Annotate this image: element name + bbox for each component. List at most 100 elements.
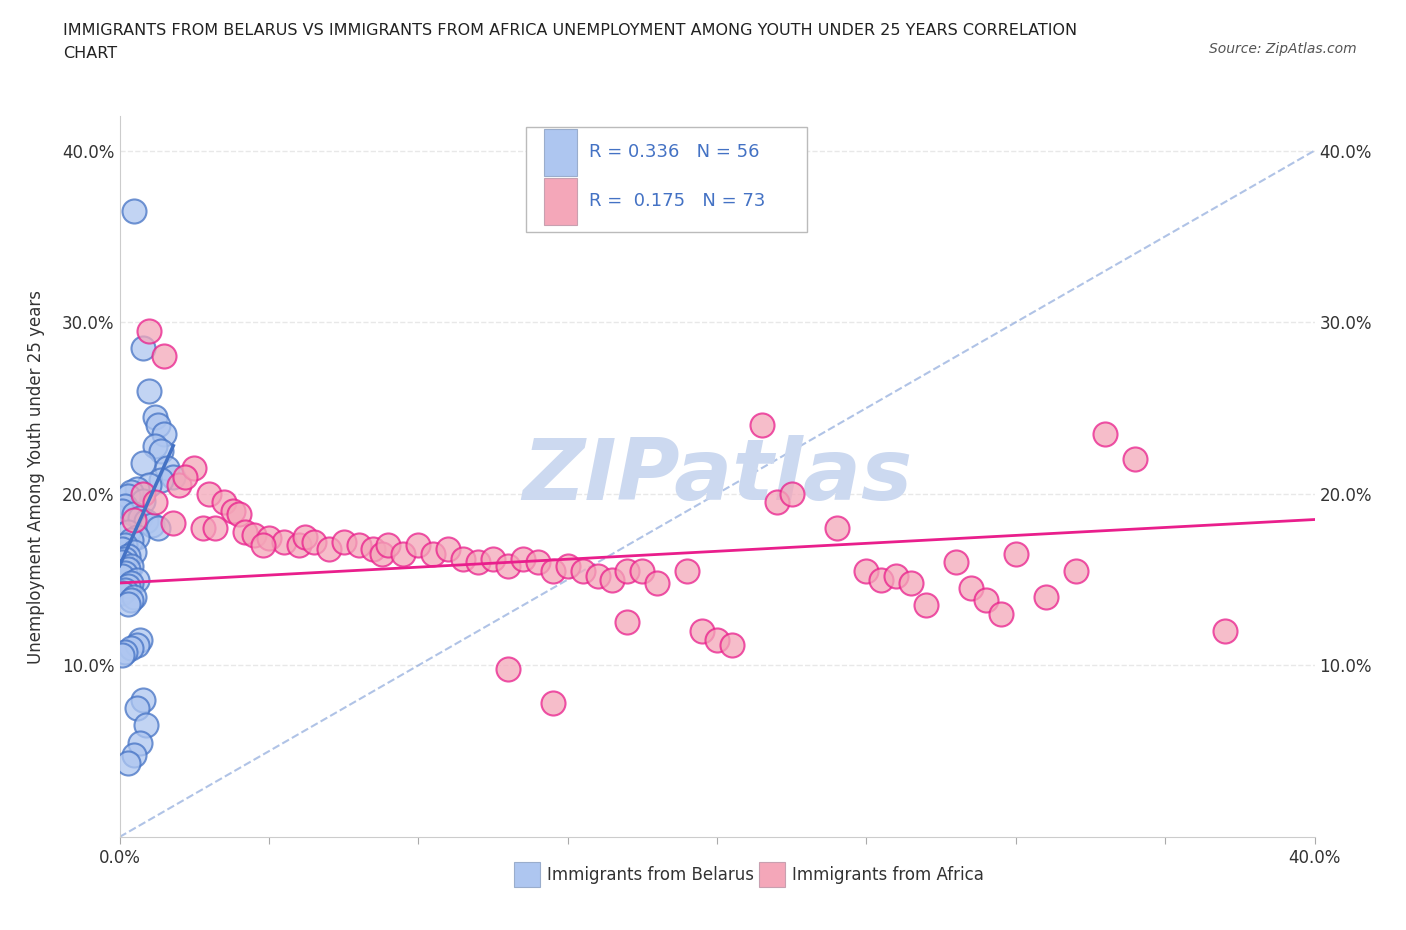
Point (111, 503, 134, 518)
Point (990, 606, 1012, 621)
Point (114, 538, 136, 552)
Point (392, 547, 415, 562)
Point (183, 460, 205, 475)
Point (377, 538, 399, 552)
Point (363, 541, 385, 556)
Point (124, 590, 146, 604)
Point (169, 478, 191, 493)
Point (127, 701, 149, 716)
Point (1094, 426, 1116, 441)
Point (121, 641, 143, 656)
Point (145, 409, 166, 424)
Point (780, 486, 803, 501)
Point (1213, 624, 1236, 639)
Point (162, 469, 184, 484)
Point (751, 418, 773, 432)
Point (132, 456, 155, 471)
Point (111, 555, 134, 570)
Point (148, 521, 170, 536)
Text: Immigrants from Belarus: Immigrants from Belarus (547, 866, 755, 884)
Point (212, 495, 235, 510)
Point (132, 692, 155, 707)
Point (145, 495, 166, 510)
Point (496, 558, 519, 573)
Point (124, 507, 146, 522)
Point (945, 555, 967, 570)
Point (145, 438, 166, 453)
Point (117, 579, 139, 594)
Point (602, 572, 624, 587)
Point (437, 541, 460, 556)
Point (252, 538, 274, 552)
Point (127, 637, 149, 652)
Point (347, 538, 370, 552)
Point (162, 515, 184, 530)
Point (960, 580, 983, 595)
Point (204, 521, 226, 536)
Point (631, 564, 654, 578)
Point (571, 564, 593, 578)
Point (114, 582, 136, 597)
FancyBboxPatch shape (515, 862, 540, 887)
Point (371, 547, 394, 562)
Point (114, 498, 136, 513)
Point (541, 564, 564, 578)
Point (496, 661, 519, 676)
Point (222, 503, 245, 518)
Point (900, 576, 922, 591)
Point (129, 511, 152, 525)
Point (124, 512, 146, 527)
Point (150, 472, 173, 487)
FancyBboxPatch shape (544, 129, 578, 176)
Text: Immigrants from Africa: Immigrants from Africa (793, 866, 984, 884)
Point (825, 521, 848, 536)
Point (132, 340, 155, 355)
Text: R = 0.336   N = 56: R = 0.336 N = 56 (589, 143, 759, 161)
Point (1005, 547, 1028, 562)
Point (148, 418, 170, 432)
Point (138, 478, 160, 493)
Point (124, 747, 146, 762)
FancyBboxPatch shape (759, 862, 785, 887)
Point (451, 551, 474, 566)
Point (129, 632, 152, 647)
Point (138, 383, 160, 398)
Point (127, 529, 149, 544)
Point (111, 569, 134, 584)
Point (706, 632, 728, 647)
Point (156, 460, 179, 475)
Point (647, 576, 669, 591)
Point (124, 545, 146, 560)
Point (127, 481, 149, 496)
Point (132, 486, 155, 501)
Point (257, 531, 280, 546)
Point (117, 548, 139, 563)
Point (111, 541, 134, 556)
Point (482, 551, 505, 566)
Point (557, 558, 579, 573)
Point (228, 507, 250, 522)
Point (1125, 452, 1147, 467)
Point (153, 426, 176, 441)
Point (135, 718, 157, 733)
Point (121, 576, 143, 591)
Point (512, 551, 534, 566)
FancyBboxPatch shape (526, 127, 807, 232)
Point (132, 493, 155, 508)
Point (135, 513, 157, 528)
Point (676, 564, 699, 578)
Point (117, 488, 139, 503)
Text: CHART: CHART (63, 46, 117, 61)
Point (974, 592, 997, 607)
Point (111, 647, 134, 662)
Point (721, 637, 744, 652)
Text: Source: ZipAtlas.com: Source: ZipAtlas.com (1209, 42, 1357, 56)
Point (616, 564, 638, 578)
Point (467, 555, 489, 570)
Point (1064, 564, 1087, 578)
Point (124, 203, 146, 218)
Point (117, 756, 139, 771)
Point (855, 564, 877, 578)
Point (121, 533, 143, 548)
Point (422, 547, 444, 562)
